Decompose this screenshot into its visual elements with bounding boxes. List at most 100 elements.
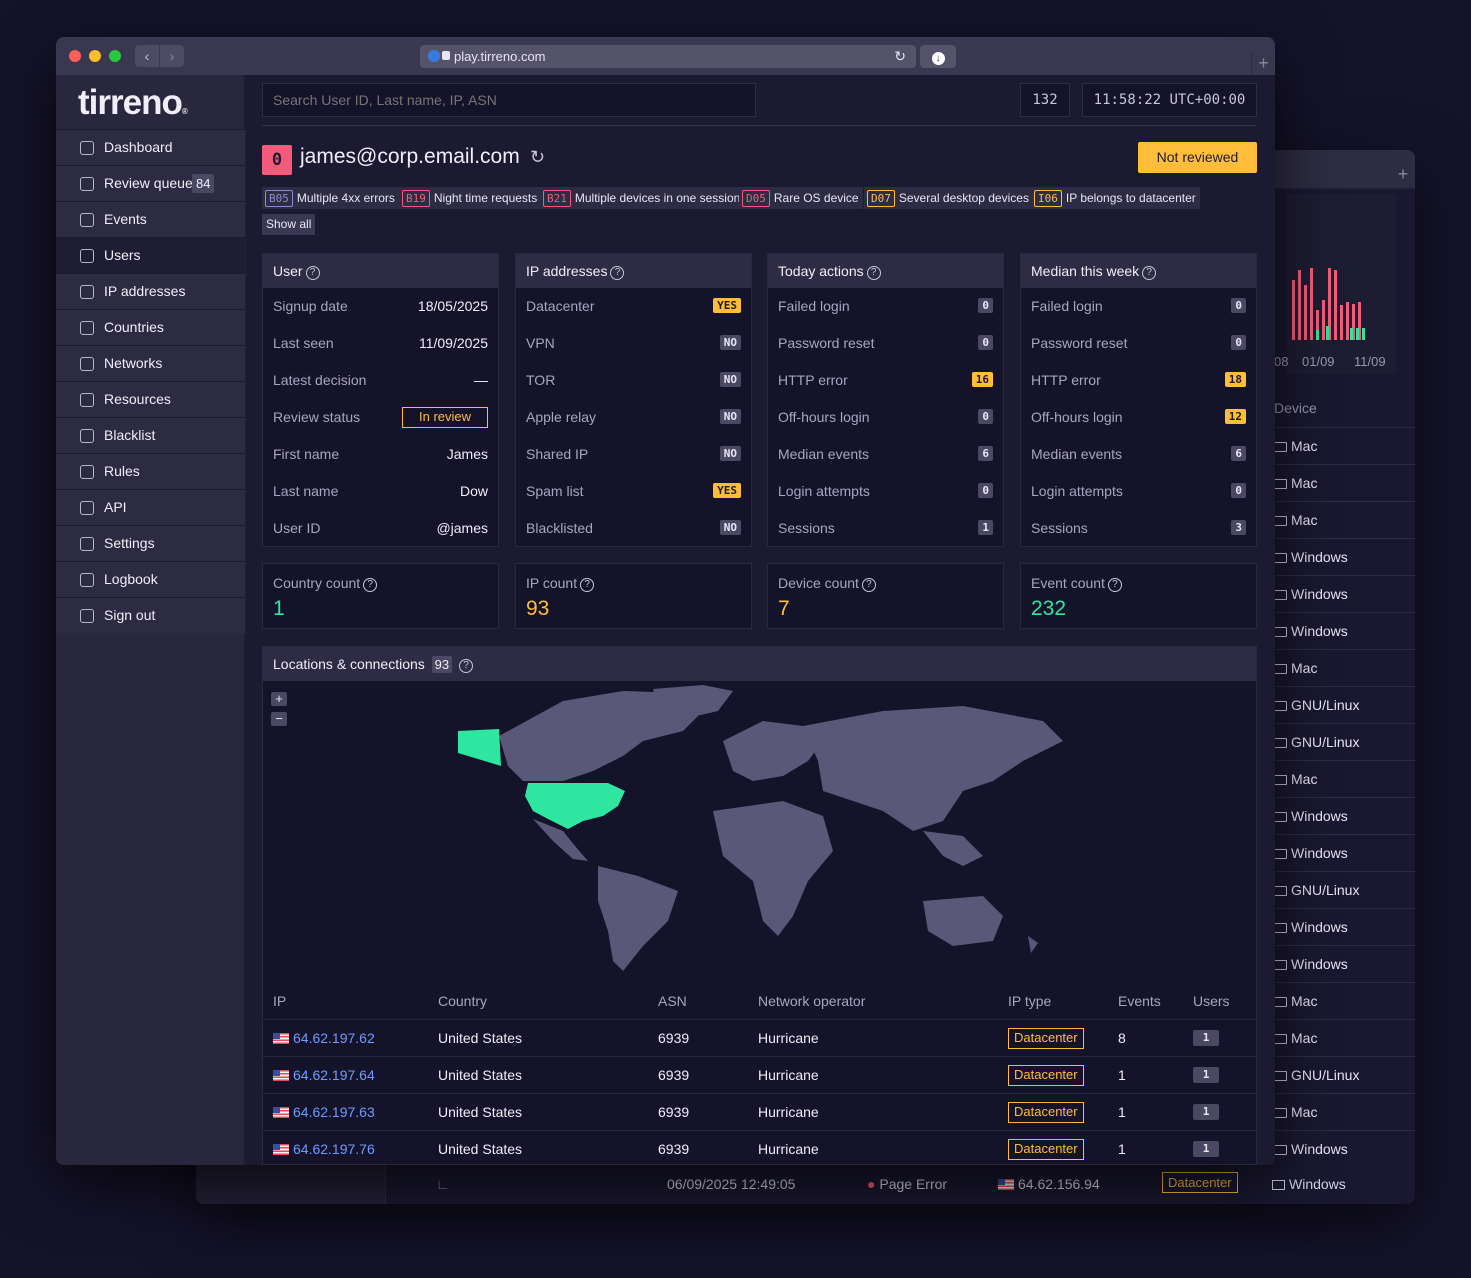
event-ip[interactable]: 64.62.156.94 — [998, 1176, 1100, 1192]
chart-bar — [1334, 270, 1337, 340]
monitor-icon — [1274, 1034, 1287, 1044]
table-row[interactable]: 64.62.197.62 United States 6939 Hurricane Da… — [263, 1019, 1258, 1056]
help-icon[interactable]: ? — [580, 578, 595, 592]
new-tab-button[interactable]: + — [1251, 51, 1275, 75]
column-header[interactable]: Network operator — [758, 993, 866, 1009]
locations-count-badge: 93 — [431, 656, 453, 673]
reload-icon[interactable]: ↻ — [894, 48, 906, 64]
address-bar[interactable]: play.tirreno.com ↻ — [420, 45, 916, 68]
device-row: Windows — [1272, 1130, 1415, 1167]
table-row[interactable]: 64.62.197.64 United States 6939 Hurricane Da… — [263, 1056, 1258, 1093]
user-card: User? Signup date 18/05/2025 Last seen 11/09… — [262, 253, 499, 547]
help-icon[interactable]: ? — [610, 266, 625, 280]
value-badge: 0 — [1231, 483, 1246, 498]
help-icon[interactable]: ? — [1142, 266, 1157, 280]
operator-cell: Hurricane — [758, 1067, 819, 1083]
sidebar-item-review-queue[interactable]: Review queue 84 — [56, 165, 245, 201]
monitor-icon — [1272, 1180, 1285, 1190]
rule-tag[interactable]: I06 IP belongs to datacenter — [1031, 187, 1200, 209]
sidebar-item-settings[interactable]: Settings — [56, 525, 245, 561]
sidebar-item-dashboard[interactable]: Dashboard — [56, 129, 245, 165]
chart-bar — [1304, 285, 1307, 340]
ip-link[interactable]: 64.62.197.63 — [293, 1104, 375, 1120]
tree-branch-icon: ∟ — [436, 1176, 450, 1192]
sidebar-item-label: IP addresses — [104, 283, 186, 299]
sidebar-item-label: Users — [104, 247, 141, 263]
show-all-button[interactable]: Show all — [262, 214, 316, 235]
sidebar-item-api[interactable]: API — [56, 489, 245, 525]
monitor-icon — [1274, 553, 1287, 563]
download-button[interactable]: ↓ — [920, 45, 956, 68]
sidebar-item-rules[interactable]: Rules — [56, 453, 245, 489]
maximize-window-button[interactable] — [109, 50, 121, 62]
sidebar-item-blacklist[interactable]: Blacklist — [56, 417, 245, 453]
device-name: Mac — [1291, 1104, 1318, 1120]
tirreno-logo[interactable]: tirreno® — [78, 83, 188, 122]
sidebar-item-networks[interactable]: Networks — [56, 345, 245, 381]
help-icon[interactable]: ? — [305, 266, 320, 280]
column-header[interactable]: ASN — [658, 993, 687, 1009]
sidebar-item-users[interactable]: Users — [56, 237, 245, 273]
sidebar-item-label: Dashboard — [104, 139, 173, 155]
row-label: Failed login — [778, 298, 850, 314]
help-icon[interactable]: ? — [363, 578, 378, 592]
column-header[interactable]: IP type — [1008, 993, 1052, 1009]
row-label: Login attempts — [778, 483, 870, 499]
refresh-score-icon[interactable]: ↻ — [530, 147, 546, 167]
minimize-window-button[interactable] — [89, 50, 101, 62]
users-icon — [80, 249, 94, 263]
column-header[interactable]: Events — [1118, 993, 1161, 1009]
close-window-button[interactable] — [69, 50, 81, 62]
ip-link[interactable]: 64.62.197.64 — [293, 1067, 375, 1083]
rule-tag[interactable]: B05 Multiple 4xx errors — [262, 187, 399, 209]
events-cell: 1 — [1118, 1141, 1126, 1157]
device-name: Mac — [1291, 512, 1318, 528]
sidebar-item-countries[interactable]: Countries — [56, 309, 245, 345]
device-name: Mac — [1291, 1030, 1318, 1046]
sidebar-item-logbook[interactable]: Logbook — [56, 561, 245, 597]
help-icon[interactable]: ? — [1107, 578, 1122, 592]
sidebar-item-resources[interactable]: Resources — [56, 381, 245, 417]
column-header[interactable]: Country — [438, 993, 488, 1009]
events-cell: 1 — [1118, 1104, 1126, 1120]
device-row: Windows — [1272, 575, 1415, 612]
new-tab-icon[interactable]: + — [1397, 164, 1409, 184]
table-row[interactable]: 64.62.197.63 United States 6939 Hurricane Da… — [263, 1093, 1258, 1130]
ip-cell[interactable]: 64.62.197.76 — [273, 1141, 375, 1157]
help-icon[interactable]: ? — [861, 578, 876, 592]
sidebar-item-ip-addresses[interactable]: IP addresses — [56, 273, 245, 309]
value-badge: NO — [719, 520, 741, 535]
map-zoom-out-button[interactable]: − — [271, 712, 287, 726]
rule-label: Several desktop devices — [898, 191, 1029, 205]
rule-tag[interactable]: D05 Rare OS device — [739, 187, 863, 209]
column-header[interactable]: IP — [273, 993, 287, 1009]
help-icon[interactable]: ? — [459, 659, 474, 673]
stat-value: 93 — [526, 597, 550, 620]
review-status-button[interactable]: Not reviewed — [1138, 142, 1257, 173]
rule-tag[interactable]: D07 Several desktop devices — [864, 187, 1033, 209]
forward-button[interactable]: › — [160, 45, 184, 67]
locations-header: Locations & connections 93 ? — [263, 647, 1256, 681]
sidebar-item-events[interactable]: Events — [56, 201, 245, 237]
device-name: Mac — [1291, 771, 1318, 787]
ip-link[interactable]: 64.62.197.62 — [293, 1030, 375, 1046]
help-icon[interactable]: ? — [866, 266, 881, 280]
event-row[interactable]: ∟ 06/09/2025 12:49:05 ● Page Error 64.62… — [196, 1164, 1415, 1204]
table-row[interactable]: 64.62.197.76 United States 6939 Hurricane Da… — [263, 1130, 1258, 1165]
ip-link[interactable]: 64.62.197.76 — [293, 1141, 375, 1157]
back-button[interactable]: ‹ — [135, 45, 159, 67]
ip-cell[interactable]: 64.62.197.64 — [273, 1067, 375, 1083]
value-badge: NO — [719, 335, 741, 350]
ip-cell[interactable]: 64.62.197.63 — [273, 1104, 375, 1120]
rule-tag[interactable]: B21 Multiple devices in one session — [540, 187, 745, 209]
world-map[interactable]: + − — [263, 681, 1258, 981]
monitor-icon — [1274, 1108, 1287, 1118]
map-zoom-in-button[interactable]: + — [271, 692, 287, 706]
search-input[interactable] — [262, 83, 756, 117]
rule-tag[interactable]: B19 Night time requests — [399, 187, 542, 209]
monitor-icon — [1274, 923, 1287, 933]
column-header[interactable]: Users — [1193, 993, 1230, 1009]
ip-cell[interactable]: 64.62.197.62 — [273, 1030, 375, 1046]
monitor-icon — [1274, 849, 1287, 859]
sidebar-item-sign-out[interactable]: Sign out — [56, 597, 245, 633]
